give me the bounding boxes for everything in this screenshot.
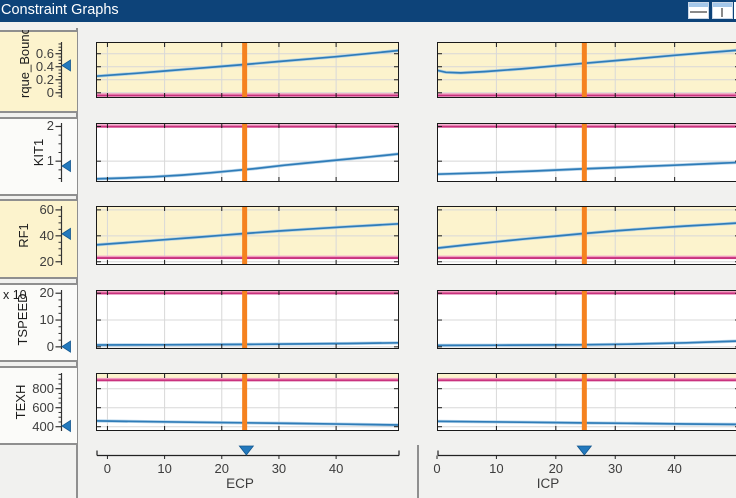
operating-point-marker: [242, 207, 248, 264]
constraint-row-panel-rf1: RF1 60 40 20: [0, 199, 77, 279]
panel-axis-canvas: [55, 373, 71, 433]
operating-point-marker: [242, 374, 248, 430]
y-axis-scale-label: x 10: [3, 288, 27, 302]
axis-strip-divider: [417, 445, 419, 498]
x-tick-label: 0: [103, 461, 112, 476]
icon-divider: [721, 8, 723, 17]
y-tick-label: 0.2: [35, 71, 54, 87]
icon-accent: [713, 3, 732, 7]
panel-border: [0, 360, 77, 362]
constraint-plot-kit1-ecp[interactable]: [96, 123, 399, 182]
x-tick-label: 20: [548, 461, 564, 476]
panel-border: [0, 30, 77, 32]
y-tick-label: 40: [39, 227, 54, 243]
window-title: Constraint Graphs: [1, 2, 119, 18]
operating-point-marker: [242, 291, 248, 348]
split-horizontal-icon[interactable]: [688, 2, 709, 19]
value-indicator-icon: [61, 59, 71, 72]
panel-axis-canvas: [55, 123, 71, 182]
y-tick-label: 60: [39, 201, 54, 217]
y-tick-label: 800: [32, 380, 54, 396]
operating-point-marker: [581, 374, 587, 430]
panel-axis-canvas: [55, 206, 71, 265]
operating-point-marker: [242, 43, 248, 97]
panel-axis-canvas: [55, 290, 71, 353]
y-tick-label: 400: [32, 418, 54, 434]
x-tick-label: 20: [214, 461, 229, 476]
x-slider-ecp[interactable]: [238, 445, 255, 456]
constraint-plot-rque_bounda-ecp[interactable]: [96, 42, 399, 98]
operating-point-marker: [581, 124, 587, 181]
constraint-plot-kit1-icp[interactable]: [437, 123, 736, 182]
constraint-plot-rf1-icp[interactable]: [437, 206, 736, 265]
y-tick-label: 600: [32, 399, 54, 415]
operating-point-marker: [581, 207, 587, 264]
value-indicator-icon: [61, 419, 71, 433]
constraint-row-panel-tspeed: TSPEED 20 10 0 x 10: [0, 283, 77, 362]
x-tick-label: 10: [157, 461, 172, 476]
y-tick-label: 1: [46, 153, 54, 169]
x-tick-label: 30: [271, 461, 287, 476]
value-indicator-icon: [61, 340, 71, 353]
y-tick-label: 0: [46, 84, 54, 100]
y-tick-label: 0: [46, 338, 54, 354]
x-tick-label: 30: [608, 461, 623, 476]
operating-point-marker: [242, 124, 248, 181]
panel-axis-canvas: [55, 42, 71, 98]
value-indicator-icon: [61, 159, 71, 173]
y-tick-label: 2: [46, 118, 54, 134]
split-vertical-icon[interactable]: [712, 2, 733, 19]
panel-border: [0, 366, 77, 368]
value-indicator-icon: [61, 227, 71, 241]
panel-border: [0, 283, 77, 285]
panel-border: [0, 443, 77, 445]
panel-border: [0, 111, 77, 113]
icon-accent: [689, 3, 708, 7]
panel-border: [0, 117, 77, 119]
constraint-row-panel-kit1: KIT1 2 1: [0, 117, 77, 196]
constraint-row-panel-rque_bounda: rque_Bounda 0.6 0.4 0.2 0: [0, 30, 77, 113]
x-slider-icp[interactable]: [576, 445, 593, 456]
x-axis-label-ecp: ECP: [226, 476, 254, 491]
y-tick-label: 20: [39, 253, 54, 269]
panel-border: [0, 194, 77, 196]
title-bar: Constraint Graphs: [0, 0, 736, 22]
operating-point-marker: [581, 43, 587, 97]
panel-column-divider: [76, 28, 78, 498]
operating-point-marker: [581, 291, 587, 348]
constraint-row-panel-texh: TEXH 800 600 400: [0, 366, 77, 445]
constraint-plot-tspeed-icp[interactable]: [437, 290, 736, 349]
x-tick-label: 0: [433, 461, 441, 476]
x-tick-label: 40: [328, 461, 344, 476]
panel-border: [0, 199, 77, 201]
constraint-plot-texh-ecp[interactable]: [96, 373, 399, 431]
constraint-plot-rque_bounda-icp[interactable]: [437, 42, 736, 98]
icon-divider: [690, 11, 707, 13]
constraint-plot-tspeed-ecp[interactable]: [96, 290, 399, 349]
y-tick-label: 20: [39, 285, 54, 301]
x-tick-label: 10: [489, 461, 504, 476]
constraint-plot-rf1-ecp[interactable]: [96, 206, 399, 265]
panel-border: [0, 277, 77, 279]
x-tick-label: 40: [667, 461, 682, 476]
clipped-edge-icon[interactable]: [734, 2, 736, 19]
y-tick-label: 0.6: [35, 45, 54, 61]
y-tick-label: 0.4: [35, 58, 54, 74]
constraint-plot-texh-icp[interactable]: [437, 373, 736, 431]
x-axis-label-icp: ICP: [536, 476, 560, 491]
y-tick-label: 10: [39, 312, 54, 328]
